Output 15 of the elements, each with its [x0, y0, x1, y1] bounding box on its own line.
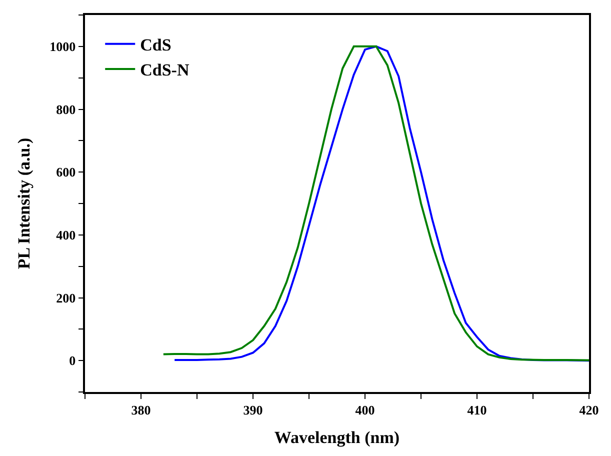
- y-tick-label: 0: [69, 353, 76, 368]
- y-tick-label: 600: [56, 164, 76, 180]
- x-tick-label: 420: [579, 402, 599, 418]
- y-tick-label: 800: [56, 102, 76, 117]
- x-tick-label: 390: [243, 402, 263, 418]
- y-tick-label: 1000: [50, 38, 76, 54]
- y-tick-label: 200: [56, 290, 76, 306]
- y-axis-title: PL Intensity (a.u.): [14, 138, 34, 270]
- legend-label: CdS: [140, 35, 172, 54]
- x-axis-title: Wavelength (nm): [274, 428, 400, 448]
- y-tick-label: 400: [56, 227, 76, 242]
- legend-label: CdS-N: [140, 60, 190, 80]
- x-tick-label: 400: [355, 402, 375, 418]
- x-tick-label: 380: [131, 402, 151, 418]
- x-tick-label: 410: [467, 402, 487, 418]
